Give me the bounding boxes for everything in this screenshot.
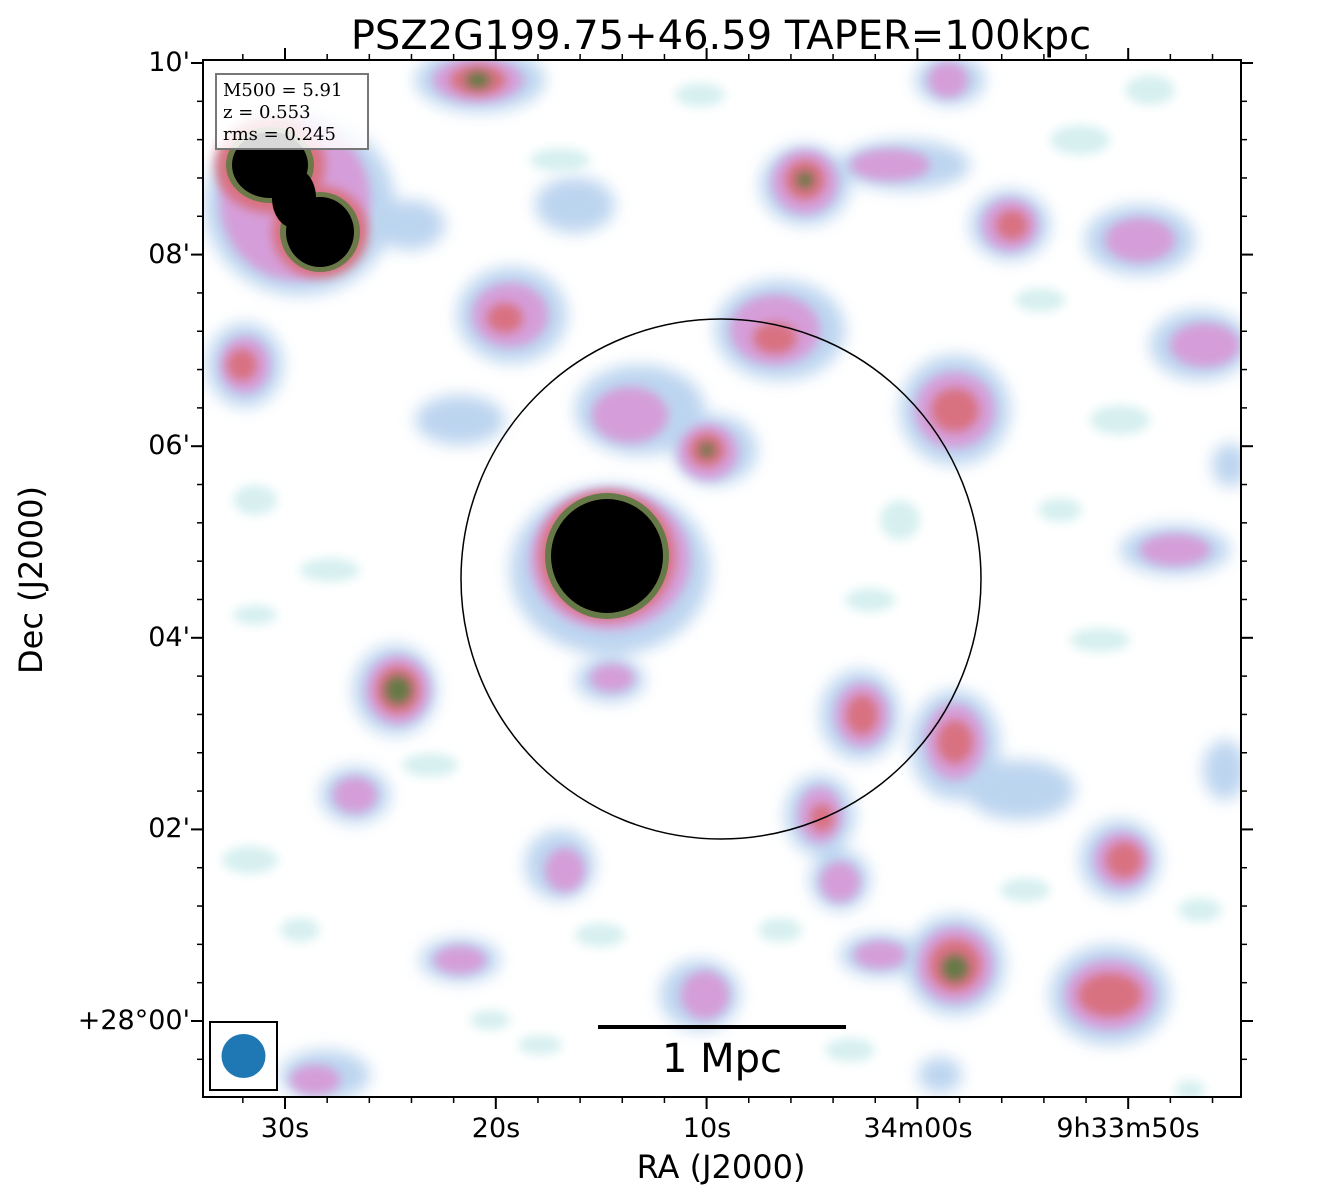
peak-core (466, 72, 490, 88)
emission-blob (1170, 323, 1240, 367)
emission-blob (1140, 534, 1210, 566)
emission-blob (1212, 443, 1241, 487)
noise-blob (1175, 1080, 1205, 1097)
noise-blob (402, 753, 458, 777)
noise-blob (1090, 405, 1150, 435)
noise-blob (280, 918, 320, 942)
emission-blob (918, 1057, 962, 1093)
y-tick-label: 06' (148, 430, 190, 461)
saturated-bridge (272, 168, 316, 228)
y-tick-label: 08' (148, 239, 190, 270)
emission-blob (846, 695, 878, 735)
peak-core-layer (385, 72, 968, 981)
emission-blob (850, 149, 930, 181)
emission-blob (545, 848, 585, 892)
y-tick-label: +28°00' (78, 1005, 190, 1036)
scale-bar-label: 1 Mpc (662, 1036, 782, 1082)
redshift-text: z = 0.553 (223, 102, 311, 123)
noise-blob (518, 1035, 562, 1055)
noise-blob (1000, 878, 1050, 902)
emission-blob (1106, 842, 1142, 878)
mass-text: M500 = 5.91 (223, 80, 342, 101)
emission-blob (375, 200, 445, 250)
emission-blob (227, 349, 257, 381)
emission-blob (931, 388, 979, 432)
peak-core (797, 172, 813, 188)
noise-blob (880, 500, 920, 540)
noise-blob (575, 923, 625, 947)
x-axis-label: RA (J2000) (637, 1148, 806, 1186)
noise-blob (233, 485, 277, 515)
emission-blob (290, 1065, 340, 1095)
noise-blob (845, 588, 895, 612)
y-tick-label: 02' (148, 813, 190, 844)
faint-cyan-noise-layer (222, 75, 1222, 1097)
emission-blob (854, 941, 906, 969)
emission-blob (820, 862, 860, 902)
noise-blob (1070, 628, 1130, 652)
noise-blob (675, 83, 725, 107)
x-tick-labels: 30s 20s 10s 34m00s 9h33m50s (261, 1113, 1200, 1144)
emission-blob (592, 387, 668, 443)
emission-blob (487, 303, 523, 333)
info-box-frame (215, 73, 369, 150)
emission-blob (535, 177, 615, 233)
noise-blob (1178, 898, 1222, 922)
y-tick-labels: 10' 08' 06' 04' 02' +28°00' (78, 47, 190, 1036)
noise-blob (1038, 498, 1082, 522)
x-tick-label: 34m00s (863, 1113, 972, 1144)
emission-blob (937, 720, 973, 764)
noise-blob (1125, 75, 1175, 105)
beam-indicator (209, 1021, 278, 1091)
axis-ticks (191, 48, 1253, 1109)
y-tick-label: 10' (148, 47, 190, 78)
peak-core (700, 443, 714, 457)
saturated-source (551, 499, 663, 613)
emission-blob (753, 322, 797, 354)
plot-frame (202, 59, 1242, 1098)
beam-ellipse (221, 1034, 266, 1078)
radio-emission-map (205, 60, 1241, 1097)
emission-blob (928, 62, 968, 98)
scale-bar: 1 Mpc (598, 1025, 846, 1082)
emission-blob (415, 395, 505, 445)
aperture-circle (460, 318, 982, 840)
x-tick-label: 10s (683, 1113, 731, 1144)
emission-blob (590, 664, 634, 692)
peak-core (385, 676, 411, 704)
emission-blob (1078, 973, 1142, 1017)
emission-blob (965, 760, 1075, 820)
emission-blob (1105, 218, 1175, 262)
emission-blob (681, 971, 729, 1019)
noise-blob (758, 918, 802, 942)
x-tick-label: 9h33m50s (1056, 1113, 1199, 1144)
noise-blob (530, 148, 590, 172)
emission-blob (1203, 740, 1241, 800)
emission-blob (333, 777, 377, 813)
noise-blob (233, 605, 277, 625)
noise-blob (300, 558, 360, 582)
figure-title: PSZ2G199.75+46.59 TAPER=100kpc (351, 13, 1091, 59)
noise-blob (1015, 288, 1065, 312)
rms-text: rms = 0.245 (223, 124, 336, 145)
y-tick-label: 04' (148, 622, 190, 653)
emission-blob (434, 946, 486, 974)
info-box: M500 = 5.91 z = 0.553 rms = 0.245 (215, 73, 369, 150)
noise-blob (470, 1010, 510, 1030)
x-tick-label: 20s (472, 1113, 520, 1144)
x-tick-label: 30s (261, 1113, 309, 1144)
noise-blob (222, 846, 278, 874)
noise-blob (1050, 125, 1110, 155)
noise-blob (825, 1038, 875, 1062)
emission-blob (996, 210, 1028, 240)
y-axis-label: Dec (J2000) (12, 486, 50, 674)
peak-core (942, 955, 968, 981)
